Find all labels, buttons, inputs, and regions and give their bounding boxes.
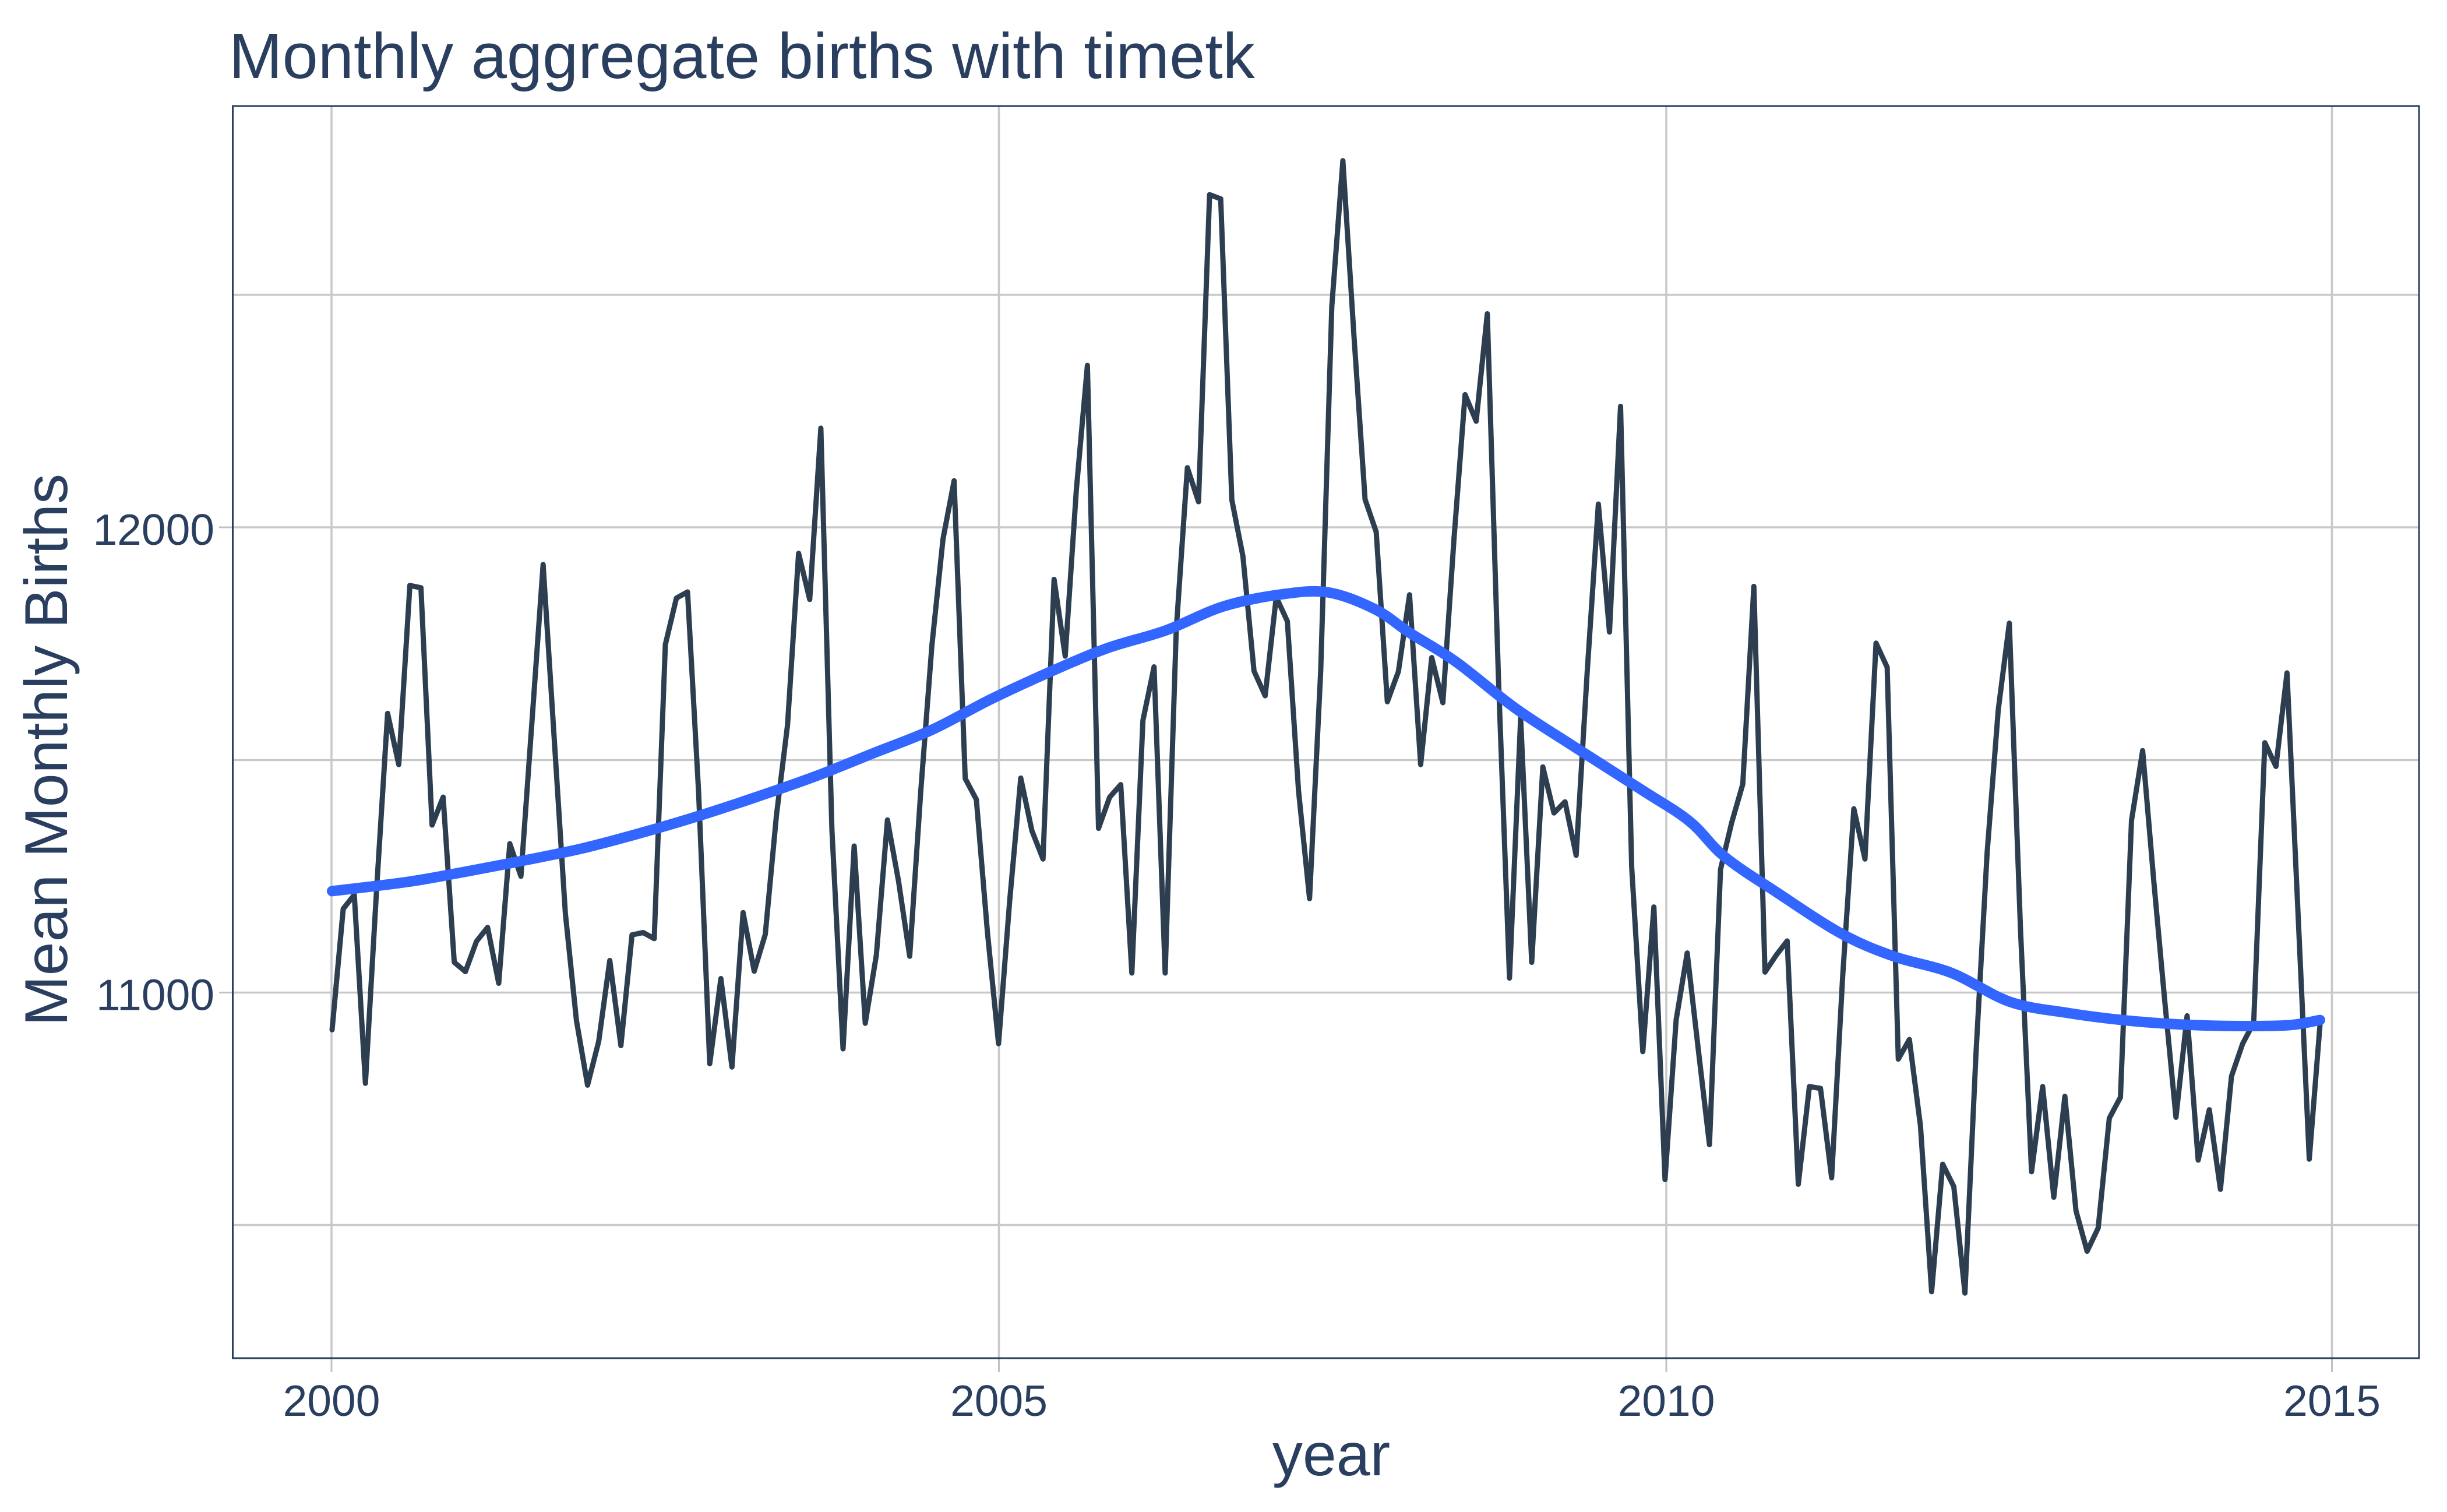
svg-text:12000: 12000 <box>93 505 214 554</box>
svg-text:2010: 2010 <box>1618 1376 1715 1425</box>
svg-text:Monthly aggregate births with: Monthly aggregate births with timetk <box>229 20 1256 92</box>
svg-text:Mean Monthly Births: Mean Monthly Births <box>13 474 80 1026</box>
svg-text:2005: 2005 <box>950 1376 1048 1425</box>
svg-text:11000: 11000 <box>96 971 214 1020</box>
svg-text:year: year <box>1272 1421 1390 1489</box>
svg-text:2015: 2015 <box>2283 1376 2381 1425</box>
svg-text:2000: 2000 <box>283 1376 380 1425</box>
